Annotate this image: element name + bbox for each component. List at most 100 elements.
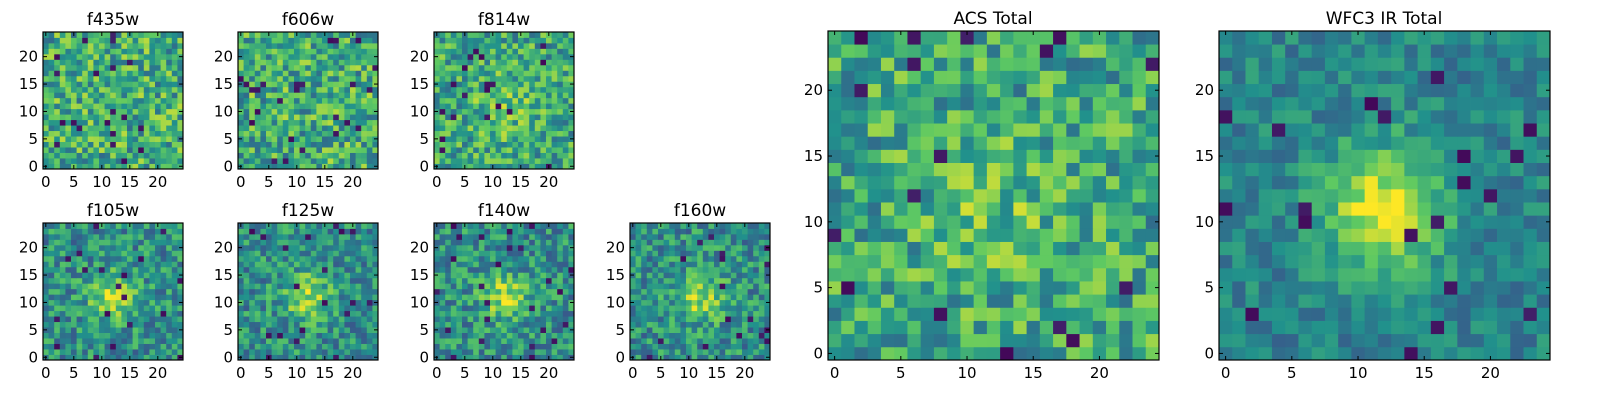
heatmap-cell bbox=[282, 316, 289, 323]
heatmap-cell bbox=[171, 266, 178, 273]
heatmap-cell bbox=[48, 266, 55, 273]
heatmap-cell bbox=[254, 288, 261, 295]
heatmap-cell bbox=[344, 294, 351, 301]
heatmap-cell bbox=[243, 327, 250, 333]
heatmap-cell bbox=[305, 250, 312, 257]
heatmap-cell bbox=[568, 288, 575, 295]
heatmap-cell bbox=[338, 272, 345, 279]
heatmap-cell bbox=[947, 281, 961, 295]
heatmap-cell bbox=[372, 321, 379, 328]
heatmap-cell bbox=[54, 64, 61, 71]
heatmap-cell bbox=[355, 163, 362, 170]
heatmap-cell bbox=[43, 332, 49, 339]
heatmap-cell bbox=[434, 125, 440, 132]
heatmap-cell bbox=[171, 233, 178, 240]
heatmap-cell bbox=[894, 254, 908, 269]
heatmap-cell bbox=[355, 343, 362, 350]
heatmap-cell bbox=[501, 310, 508, 317]
heatmap-cell bbox=[65, 288, 72, 295]
heatmap-cell bbox=[725, 283, 732, 290]
heatmap-cell bbox=[338, 261, 345, 268]
heatmap-cell bbox=[568, 64, 575, 71]
heatmap-cell bbox=[288, 75, 295, 82]
heatmap-cell bbox=[534, 294, 541, 301]
heatmap-cell bbox=[277, 125, 284, 132]
heatmap-cell bbox=[87, 81, 94, 88]
heatmap-cell bbox=[132, 255, 139, 262]
heatmap-cell bbox=[557, 81, 564, 88]
heatmap-cell bbox=[132, 42, 139, 49]
heatmap-cell bbox=[462, 97, 468, 104]
heatmap-cell bbox=[238, 59, 244, 66]
heatmap-cell bbox=[450, 283, 457, 290]
heatmap-cell bbox=[490, 266, 496, 273]
heatmap-cell bbox=[490, 343, 496, 350]
heatmap-cell bbox=[350, 48, 356, 55]
heatmap-cell bbox=[534, 288, 541, 295]
heatmap-cell bbox=[986, 162, 1001, 177]
heatmap-cell bbox=[669, 244, 676, 251]
heatmap-cell bbox=[758, 288, 765, 295]
heatmap-cell bbox=[355, 130, 362, 137]
heatmap-cell bbox=[646, 327, 653, 333]
heatmap-cell bbox=[1106, 294, 1120, 308]
heatmap-cell bbox=[277, 327, 284, 333]
heatmap-cell bbox=[730, 244, 737, 251]
heatmap-cell bbox=[99, 92, 105, 99]
heatmap-cell bbox=[299, 147, 306, 153]
heatmap-cell bbox=[562, 136, 569, 142]
heatmap-cell bbox=[534, 310, 541, 317]
heatmap-cell bbox=[366, 152, 373, 159]
heatmap-cell bbox=[758, 299, 765, 306]
heatmap-cell bbox=[171, 299, 178, 306]
heatmap-cell bbox=[121, 125, 128, 132]
heatmap-cell bbox=[473, 233, 480, 240]
heatmap-cell bbox=[562, 327, 569, 333]
heatmap-cell bbox=[327, 59, 334, 66]
heatmap-cell bbox=[143, 261, 150, 268]
heatmap-cell bbox=[316, 103, 323, 110]
heatmap-cell bbox=[518, 316, 524, 323]
heatmap-cell bbox=[495, 283, 502, 290]
heatmap-cell bbox=[54, 163, 61, 170]
heatmap-cell bbox=[753, 354, 760, 361]
heatmap-cell bbox=[445, 277, 452, 284]
heatmap-cell bbox=[132, 147, 139, 153]
heatmap-cell bbox=[495, 163, 502, 170]
heatmap-cell bbox=[99, 81, 105, 88]
heatmap-cell bbox=[1053, 228, 1067, 242]
heatmap-cell bbox=[76, 114, 83, 121]
heatmap-cell bbox=[322, 152, 328, 159]
heatmap-cell bbox=[518, 266, 524, 273]
heatmap-cell bbox=[310, 48, 317, 55]
heatmap-cell bbox=[160, 316, 167, 323]
heatmap-cell bbox=[529, 48, 536, 55]
heatmap-cell bbox=[719, 223, 726, 229]
heatmap-cell bbox=[546, 343, 552, 350]
heatmap-cell bbox=[110, 97, 117, 104]
heatmap-cell bbox=[495, 272, 502, 279]
heatmap-cell bbox=[450, 294, 457, 301]
heatmap-cell bbox=[473, 343, 480, 350]
heatmap-cell bbox=[327, 70, 334, 77]
heatmap-cell bbox=[166, 266, 173, 273]
heatmap-cell bbox=[529, 316, 536, 323]
heatmap-cell bbox=[568, 114, 575, 121]
heatmap-cell bbox=[462, 53, 468, 60]
heatmap-cell bbox=[534, 97, 541, 104]
heatmap-cell bbox=[562, 310, 569, 317]
heatmap-cell bbox=[254, 152, 261, 159]
heatmap-cell bbox=[730, 321, 737, 328]
heatmap-cell bbox=[484, 130, 491, 137]
heatmap-cell bbox=[680, 272, 687, 279]
heatmap-cell bbox=[76, 147, 83, 153]
heatmap-cell bbox=[880, 162, 895, 177]
heatmap-cell bbox=[282, 92, 289, 99]
heatmap-cell bbox=[82, 53, 89, 60]
heatmap-cell bbox=[93, 158, 100, 164]
heatmap-cell bbox=[82, 158, 89, 164]
panel-title: f435w bbox=[87, 10, 139, 30]
heatmap-cell bbox=[344, 299, 351, 306]
heatmap-cell bbox=[71, 64, 77, 71]
